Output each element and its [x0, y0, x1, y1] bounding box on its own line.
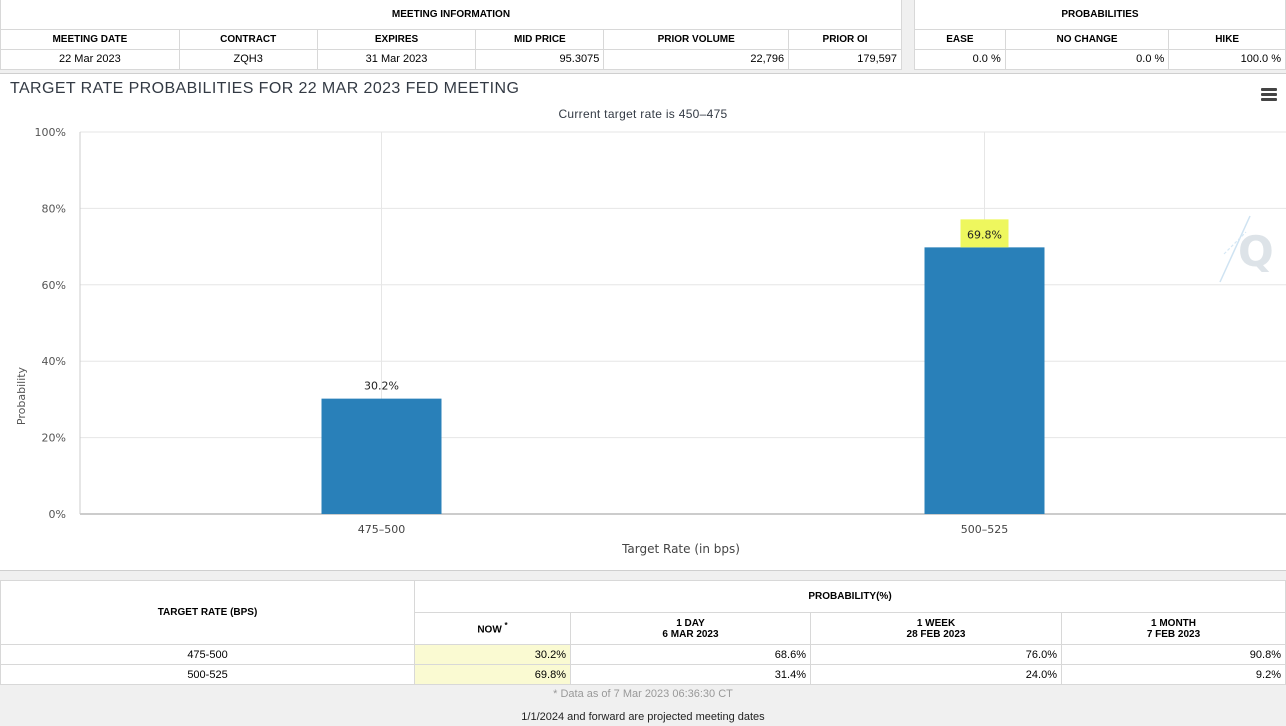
col-1-month-label: 1 MONTH — [1151, 617, 1196, 629]
col-now: NOW * — [414, 612, 571, 645]
chart-panel: Q 0% 20% 40% 60% 80% 100% 30.2% 475–500 69.8% 500… — [0, 73, 1286, 571]
chart-subtitle: Current target rate is 450–475 — [558, 107, 728, 121]
col-expires: EXPIRES — [316, 28, 477, 50]
x-axis-title: Target Rate (in bps) — [621, 542, 740, 556]
prior-volume-value: 22,796 — [603, 48, 790, 70]
col-hike: HIKE — [1168, 28, 1286, 50]
prior-oi-value: 179,597 — [788, 48, 902, 70]
one-month-value-cell: 90.8% — [1061, 644, 1286, 665]
one-day-value-cell: 68.6% — [570, 644, 811, 665]
data-label-highlight — [960, 219, 1009, 248]
y-tick-label: 40% — [42, 355, 66, 368]
y-tick-label: 0% — [49, 508, 66, 521]
col-now-label: NOW — [477, 624, 502, 636]
table-row: 475-500 30.2% 68.6% 76.0% 90.8% — [0, 644, 1286, 665]
one-week-value-cell: 24.0% — [810, 664, 1062, 685]
col-no-change: NO CHANGE — [1004, 28, 1170, 50]
y-tick-label: 80% — [42, 202, 66, 215]
col-1-week-date: 28 FEB 2023 — [906, 628, 966, 640]
bar — [321, 398, 442, 514]
x-tick-label: 500–525 — [961, 523, 1009, 536]
hike-value: 100.0 % — [1168, 48, 1286, 70]
meeting-info-table: MEETING INFORMATION MEETING DATE CONTRAC… — [0, 0, 902, 70]
col-1-day-date: 6 MAR 2023 — [662, 628, 719, 640]
rate-probability-table: TARGET RATE (BPS) PROBABILITY(%) NOW * 1… — [0, 580, 1286, 685]
svg-text:Q: Q — [1238, 227, 1274, 276]
probabilities-table: PROBABILITIES EASE NO CHANGE HIKE 0.0 % … — [914, 0, 1286, 70]
hamburger-menu-icon[interactable] — [1261, 88, 1277, 102]
data-label: 30.2% — [364, 380, 399, 393]
col-1-month-date: 7 FEB 2023 — [1146, 628, 1201, 640]
col-1-week: 1 WEEK 28 FEB 2023 — [810, 612, 1062, 645]
bar-chart: Q 0% 20% 40% 60% 80% 100% 30.2% 475–500 69.8% 500… — [15, 126, 1286, 556]
target-rate-header: TARGET RATE (BPS) — [0, 580, 415, 645]
one-day-value-cell: 31.4% — [570, 664, 811, 685]
projected-dates-note: 1/1/2024 and forward are projected meeti… — [521, 711, 765, 723]
col-1-month: 1 MONTH 7 FEB 2023 — [1061, 612, 1286, 645]
one-month-value-cell: 9.2% — [1061, 664, 1286, 685]
col-prior-volume: PRIOR VOLUME — [603, 28, 790, 50]
bar-layer — [321, 219, 1045, 514]
y-tick-label: 60% — [42, 279, 66, 292]
col-ease: EASE — [914, 28, 1006, 50]
rate-cell: 500-525 — [0, 664, 415, 685]
col-1-day-label: 1 DAY — [676, 617, 705, 629]
y-tick-label: 20% — [42, 432, 66, 445]
table-row: 500-525 69.8% 31.4% 24.0% 9.2% — [0, 664, 1286, 685]
bar — [924, 247, 1045, 514]
col-meeting-date: MEETING DATE — [0, 28, 180, 50]
col-contract: CONTRACT — [178, 28, 318, 50]
probabilities-group-header: PROBABILITIES — [914, 0, 1286, 30]
now-value-cell: 69.8% — [414, 664, 571, 685]
label-layer: 0% 20% 40% 60% 80% 100% 30.2% 475–500 69.8% 500–5… — [35, 126, 1009, 536]
col-1-day: 1 DAY 6 MAR 2023 — [570, 612, 811, 645]
col-now-marker: * — [504, 621, 508, 631]
y-tick-label: 100% — [35, 126, 66, 139]
chart-title: TARGET RATE PROBABILITIES FOR 22 MAR 202… — [10, 80, 520, 97]
x-tick-label: 475–500 — [358, 523, 406, 536]
mid-price-value: 95.3075 — [475, 48, 605, 70]
meeting-info-group-header: MEETING INFORMATION — [0, 0, 902, 30]
col-prior-oi: PRIOR OI — [788, 28, 902, 50]
col-mid-price: MID PRICE — [475, 28, 605, 50]
data-asof-note: * Data as of 7 Mar 2023 06:36:30 CT — [553, 688, 733, 700]
contract-value: ZQH3 — [178, 48, 318, 70]
ease-value: 0.0 % — [914, 48, 1006, 70]
meeting-date-value: 22 Mar 2023 — [0, 48, 180, 70]
col-1-week-label: 1 WEEK — [916, 617, 956, 629]
probability-header: PROBABILITY(%) — [414, 580, 1286, 613]
data-label: 69.8% — [967, 228, 1002, 241]
expires-value: 31 Mar 2023 — [316, 48, 477, 70]
grid-layer — [79, 131, 1286, 515]
q-logo-icon: Q — [1219, 215, 1274, 283]
rate-cell: 475-500 — [0, 644, 415, 665]
now-value-cell: 30.2% — [414, 644, 571, 665]
no-change-value: 0.0 % — [1004, 48, 1170, 70]
y-axis-title: Probability — [15, 366, 28, 425]
one-week-value-cell: 76.0% — [810, 644, 1062, 665]
